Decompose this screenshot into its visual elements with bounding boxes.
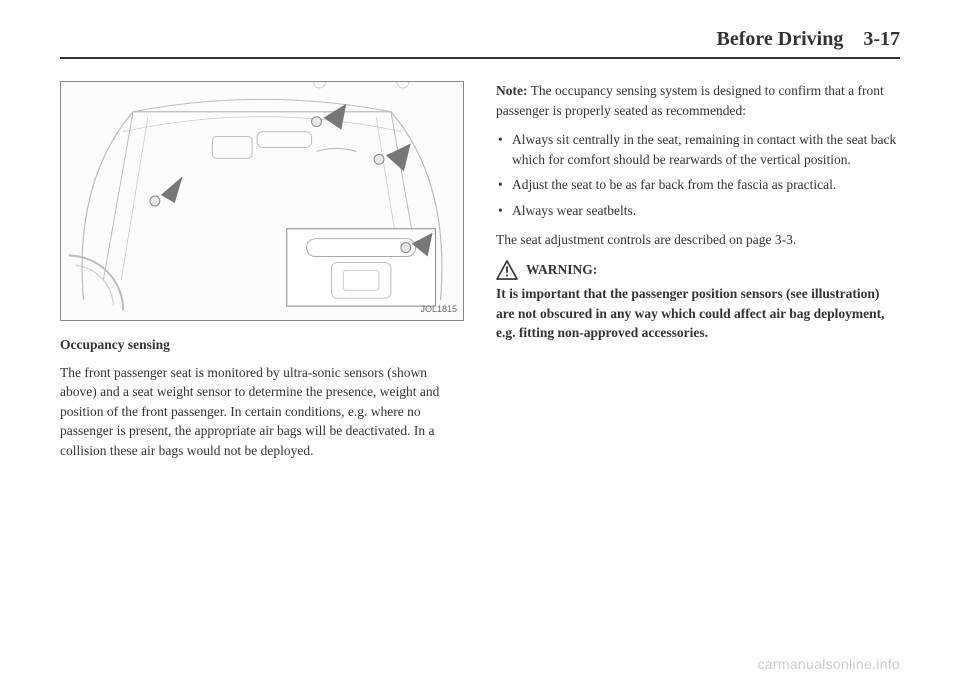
warning-triangle-icon [496, 260, 518, 280]
figure-label: JOL1815 [420, 303, 457, 316]
occupancy-sensing-figure: JOL1815 [60, 81, 464, 321]
occupancy-sensing-heading: Occupancy sensing [60, 335, 464, 355]
list-item: Always wear seatbelts. [496, 201, 900, 221]
content-columns: JOL1815 Occupancy sensing The front pass… [60, 81, 900, 470]
list-item: Adjust the seat to be as far back from t… [496, 175, 900, 195]
warning-label: WARNING: [526, 260, 597, 280]
seat-adjustment-ref: The seat adjustment controls are describ… [496, 230, 900, 250]
warning-text: It is important that the passenger posit… [496, 284, 900, 343]
warning-header: WARNING: [496, 260, 900, 280]
page-number: 3-17 [863, 28, 900, 50]
list-item: Always sit centrally in the seat, remain… [496, 130, 900, 169]
note-label: Note: [496, 83, 527, 98]
note-text: The occupancy sensing system is designed… [496, 83, 884, 118]
watermark: carmanualsonline.info [758, 656, 901, 672]
left-column: JOL1815 Occupancy sensing The front pass… [60, 81, 464, 470]
page-header: Before Driving 3-17 [60, 28, 900, 59]
recommendation-list: Always sit centrally in the seat, remain… [496, 130, 900, 220]
occupancy-sensing-body: The front passenger seat is monitored by… [60, 363, 464, 461]
right-column: Note: The occupancy sensing system is de… [496, 81, 900, 470]
car-interior-illustration [61, 82, 463, 320]
section-title: Before Driving [717, 28, 844, 50]
note-paragraph: Note: The occupancy sensing system is de… [496, 81, 900, 120]
